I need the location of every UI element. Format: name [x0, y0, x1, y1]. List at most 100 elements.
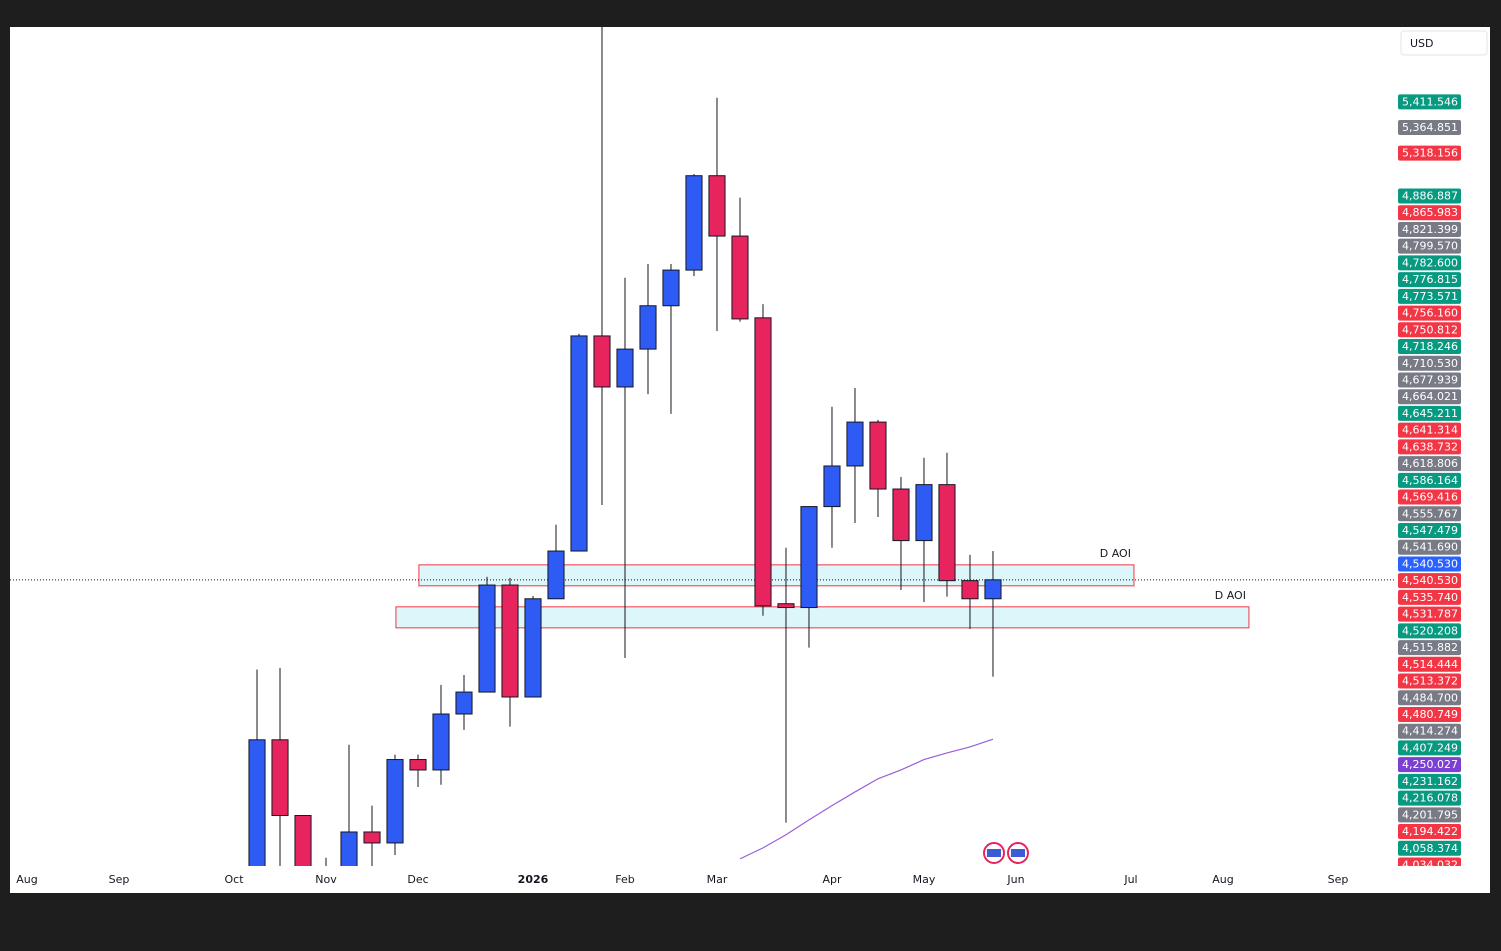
candle-body — [294, 815, 312, 866]
price-tag — [1398, 389, 1461, 405]
price-tag-label: 4,531.787 — [1402, 608, 1458, 621]
price-tag-label: 5,364.851 — [1402, 121, 1458, 134]
price-tag — [1398, 205, 1461, 221]
price-tag — [1398, 288, 1461, 304]
price-tag-label: 4,216.078 — [1402, 792, 1458, 805]
price-tag-label: 4,821.399 — [1402, 223, 1458, 236]
candle-body — [616, 348, 634, 388]
candle-body — [340, 831, 358, 866]
price-tag-label: 4,799.570 — [1402, 240, 1458, 253]
price-tag — [1398, 422, 1461, 438]
candle-body — [501, 584, 519, 698]
price-tag — [1398, 472, 1461, 488]
candle-body — [892, 488, 910, 542]
price-tag — [1398, 690, 1461, 706]
price-tag-label: 4,034.032 — [1402, 859, 1458, 872]
candle-body — [248, 739, 266, 866]
price-tag — [1398, 706, 1461, 722]
price-tag-label: 4,058.374 — [1402, 842, 1458, 855]
candle-body — [524, 598, 542, 698]
price-tag-label: 4,776.815 — [1402, 273, 1458, 286]
price-tag — [1398, 188, 1461, 204]
aoi-zone — [418, 564, 1135, 587]
price-tag — [1398, 305, 1461, 321]
candle-body — [662, 269, 680, 307]
candle-body — [754, 317, 772, 607]
price-tag — [1398, 405, 1461, 421]
price-tag-label: 4,710.530 — [1402, 357, 1458, 370]
x-tick-label: 2026 — [518, 873, 549, 886]
price-tag — [1398, 506, 1461, 522]
price-tag — [1398, 656, 1461, 672]
aoi-label: D AOI — [1215, 589, 1246, 602]
price-tag — [1398, 221, 1461, 237]
candle-body — [432, 713, 450, 771]
candle-body — [869, 421, 887, 490]
candle-body — [685, 175, 703, 271]
price-tag — [1398, 757, 1461, 773]
x-tick-label: Aug — [1212, 873, 1233, 886]
price-tag — [1398, 573, 1461, 589]
price-tag — [1398, 439, 1461, 455]
price-tag — [1398, 824, 1461, 840]
candle-body — [915, 484, 933, 542]
price-tag-label: 4,569.416 — [1402, 491, 1458, 504]
price-tag — [1398, 673, 1461, 689]
price-tag-label: 4,540.530 — [1402, 574, 1458, 587]
price-tag-label: 5,411.546 — [1402, 95, 1458, 108]
price-tag-label: 4,540.530 — [1402, 557, 1458, 570]
price-tag-label: 4,250.027 — [1402, 758, 1458, 771]
price-tag-label: 4,638.732 — [1402, 440, 1458, 453]
price-tag-label: 4,484.700 — [1402, 691, 1458, 704]
price-tag-label: 4,407.249 — [1402, 741, 1458, 754]
price-tag-label: 4,865.983 — [1402, 206, 1458, 219]
price-tag-label: 4,664.021 — [1402, 390, 1458, 403]
candle-body — [455, 691, 473, 715]
price-tag — [1398, 372, 1461, 388]
event-icons[interactable] — [983, 842, 1029, 864]
price-tag-label: 4,535.740 — [1402, 591, 1458, 604]
price-tag — [1398, 857, 1461, 866]
price-tag-label: 4,547.479 — [1402, 524, 1458, 537]
price-tag-label: 4,513.372 — [1402, 675, 1458, 688]
currency-box[interactable] — [1400, 30, 1488, 56]
price-tag-label: 4,194.422 — [1402, 825, 1458, 838]
x-tick-label: Jun — [1006, 873, 1024, 886]
price-tag-label: 4,756.160 — [1402, 307, 1458, 320]
price-tag-label: 4,718.246 — [1402, 340, 1458, 353]
price-tag — [1398, 606, 1461, 622]
price-tag-label: 4,520.208 — [1402, 624, 1458, 637]
price-tag-label: 4,414.274 — [1402, 725, 1458, 738]
price-tag-label: 4,555.767 — [1402, 507, 1458, 520]
x-tick-label: Mar — [707, 873, 728, 886]
price-tag — [1398, 272, 1461, 288]
currency-label: USD — [1410, 37, 1434, 50]
price-tag — [1398, 456, 1461, 472]
candle-body — [478, 584, 496, 693]
price-tag — [1398, 807, 1461, 823]
price-tag — [1398, 145, 1461, 161]
price-tag-label: 4,677.939 — [1402, 373, 1458, 386]
moving-average — [739, 738, 994, 860]
x-tick-label: Oct — [224, 873, 244, 886]
price-tag-label: 4,773.571 — [1402, 290, 1458, 303]
price-tag-label: 4,231.162 — [1402, 775, 1458, 788]
candle-body — [409, 759, 427, 771]
candle-body — [570, 335, 588, 552]
price-tag — [1398, 723, 1461, 739]
x-tick-label: Sep — [109, 873, 130, 886]
candle-body — [386, 759, 404, 844]
price-tag-label: 4,618.806 — [1402, 457, 1458, 470]
candle-body — [547, 550, 565, 600]
price-scale: 5,411.546 5,364.851 5,318.156 4,886.887 4,86… — [1398, 94, 1461, 872]
price-tag — [1398, 339, 1461, 355]
price-tag-label: 4,886.887 — [1402, 190, 1458, 203]
candle-body — [363, 831, 381, 844]
price-tag-label: 4,201.795 — [1402, 808, 1458, 821]
price-tag — [1398, 623, 1461, 639]
x-tick-label: Apr — [822, 873, 842, 886]
candle-body — [731, 235, 749, 320]
x-tick-label: Nov — [315, 873, 337, 886]
candle-body — [593, 335, 611, 388]
